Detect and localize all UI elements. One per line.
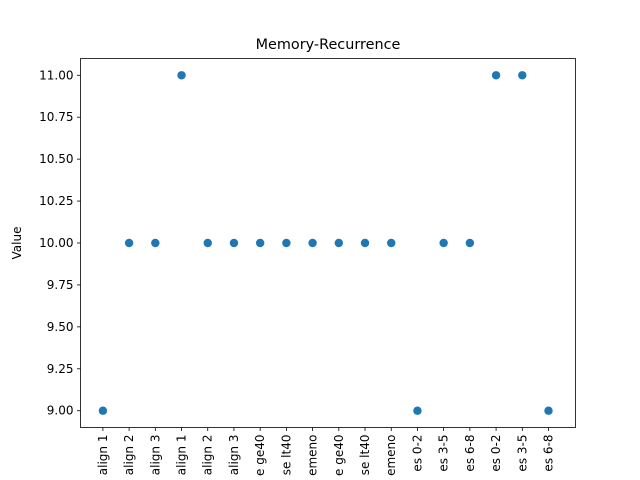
y-axis-label: Value xyxy=(10,227,24,260)
x-tick-label: align 3 xyxy=(227,435,241,476)
data-point xyxy=(98,406,108,415)
data-point xyxy=(491,71,501,80)
x-tick-label: align 2 xyxy=(201,435,215,476)
x-axis-ticks: align 1 align 2 align 3 align 1 align 2 align… xyxy=(96,427,556,476)
x-tick-label: emeno xyxy=(384,435,398,476)
x-tick-label: e ge40 xyxy=(253,435,267,476)
x-tick-label: se lt40 xyxy=(358,435,372,476)
x-tick-label: es 0-2 xyxy=(489,435,503,472)
data-point xyxy=(439,238,448,248)
data-point xyxy=(465,238,475,248)
y-tick-label: 9.50 xyxy=(47,320,74,334)
x-tick-label: se lt40 xyxy=(279,435,293,476)
data-points xyxy=(98,71,553,415)
data-point xyxy=(255,238,265,248)
x-tick-label: align 2 xyxy=(122,435,136,476)
y-tick-label: 9.75 xyxy=(47,278,74,292)
y-axis-ticks: 9.00 9.25 9.50 9.75 10.00 10.25 10.50 10.75 11.0… xyxy=(39,68,81,418)
data-point xyxy=(334,238,344,248)
data-point xyxy=(151,238,160,248)
plot-area-frame xyxy=(80,58,576,428)
data-point xyxy=(387,238,396,248)
data-point xyxy=(282,238,291,248)
y-tick-label: 9.00 xyxy=(47,404,74,418)
x-tick-label: align 3 xyxy=(148,435,162,476)
data-point xyxy=(518,71,527,80)
y-tick-label: 10.00 xyxy=(39,236,73,250)
x-tick-label: emeno xyxy=(306,435,320,476)
x-tick-label: es 6-8 xyxy=(542,435,556,472)
x-tick-label: align 1 xyxy=(175,435,189,476)
x-tick-label: es 0-2 xyxy=(410,435,424,472)
x-tick-label: e ge40 xyxy=(332,435,346,476)
y-tick-label: 9.25 xyxy=(47,362,74,376)
x-tick-label: align 1 xyxy=(96,435,110,476)
x-tick-label: es 3-5 xyxy=(437,435,451,472)
data-point xyxy=(177,71,186,80)
y-tick-label: 11.00 xyxy=(39,68,73,82)
data-point xyxy=(308,238,317,248)
data-point xyxy=(360,238,370,248)
data-point xyxy=(203,238,212,248)
data-point xyxy=(229,238,239,248)
y-tick-label: 10.75 xyxy=(39,110,73,124)
data-point xyxy=(544,406,553,415)
y-tick-label: 10.25 xyxy=(39,194,73,208)
x-tick-label: es 6-8 xyxy=(463,435,477,472)
x-tick-label: es 3-5 xyxy=(515,435,529,472)
chart-title: Memory-Recurrence xyxy=(256,37,401,53)
data-point xyxy=(413,406,422,415)
data-point xyxy=(124,238,134,248)
y-tick-label: 10.50 xyxy=(39,152,73,166)
